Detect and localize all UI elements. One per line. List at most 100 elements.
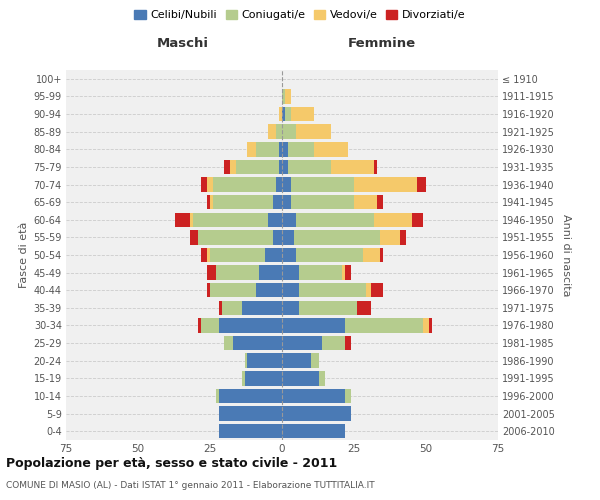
Bar	[343, 266, 346, 280]
Bar	[199, 318, 202, 332]
Bar	[210, 283, 256, 298]
Bar	[346, 266, 351, 280]
Bar	[282, 107, 285, 122]
Bar	[282, 160, 288, 174]
Bar	[296, 212, 374, 227]
Bar	[418, 178, 426, 192]
Bar	[242, 300, 282, 315]
Bar	[288, 142, 314, 156]
Bar	[322, 336, 346, 350]
Text: COMUNE DI MASIO (AL) - Dati ISTAT 1° gennaio 2011 - Elaborazione TUTTITALIA.IT: COMUNE DI MASIO (AL) - Dati ISTAT 1° gen…	[6, 481, 374, 490]
Bar	[279, 142, 282, 156]
Bar	[202, 248, 207, 262]
Bar	[282, 89, 285, 104]
Bar	[282, 230, 293, 244]
Bar	[213, 195, 274, 210]
Bar	[279, 160, 282, 174]
Bar	[296, 124, 331, 139]
Bar	[207, 283, 210, 298]
Bar	[282, 142, 288, 156]
Bar	[346, 388, 351, 403]
Bar	[299, 300, 357, 315]
Bar	[429, 318, 432, 332]
Bar	[331, 160, 374, 174]
Bar	[202, 318, 218, 332]
Bar	[346, 318, 423, 332]
Bar	[245, 371, 282, 386]
Bar	[199, 230, 274, 244]
Bar	[276, 178, 282, 192]
Bar	[233, 336, 282, 350]
Bar	[285, 89, 290, 104]
Bar	[175, 212, 190, 227]
Bar	[299, 283, 365, 298]
Bar	[282, 195, 290, 210]
Bar	[299, 266, 343, 280]
Y-axis label: Fasce di età: Fasce di età	[19, 222, 29, 288]
Bar	[218, 318, 282, 332]
Bar	[282, 300, 299, 315]
Bar	[374, 212, 412, 227]
Bar	[218, 424, 282, 438]
Bar	[293, 230, 380, 244]
Bar	[218, 388, 282, 403]
Text: Popolazione per età, sesso e stato civile - 2011: Popolazione per età, sesso e stato civil…	[6, 458, 337, 470]
Bar	[207, 178, 213, 192]
Bar	[282, 248, 296, 262]
Bar	[282, 178, 290, 192]
Bar	[282, 318, 346, 332]
Bar	[314, 142, 348, 156]
Bar	[346, 336, 351, 350]
Bar	[247, 142, 256, 156]
Bar	[311, 354, 319, 368]
Bar	[210, 248, 265, 262]
Bar	[354, 195, 377, 210]
Bar	[380, 248, 383, 262]
Bar	[290, 178, 354, 192]
Bar	[236, 160, 279, 174]
Bar	[256, 142, 279, 156]
Bar	[190, 230, 199, 244]
Bar	[256, 283, 282, 298]
Bar	[282, 124, 296, 139]
Bar	[274, 195, 282, 210]
Text: Femmine: Femmine	[347, 36, 415, 50]
Bar	[259, 266, 282, 280]
Bar	[230, 160, 236, 174]
Bar	[319, 371, 325, 386]
Bar	[357, 300, 371, 315]
Bar	[190, 212, 193, 227]
Bar	[374, 160, 377, 174]
Bar	[282, 283, 299, 298]
Bar	[423, 318, 429, 332]
Legend: Celibi/Nubili, Coniugati/e, Vedovi/e, Divorziati/e: Celibi/Nubili, Coniugati/e, Vedovi/e, Di…	[130, 6, 470, 25]
Bar	[371, 283, 383, 298]
Bar	[207, 248, 210, 262]
Bar	[282, 388, 346, 403]
Bar	[282, 424, 346, 438]
Bar	[202, 178, 207, 192]
Text: Maschi: Maschi	[157, 36, 209, 50]
Bar	[290, 107, 314, 122]
Y-axis label: Anni di nascita: Anni di nascita	[560, 214, 571, 296]
Bar	[282, 371, 319, 386]
Bar	[282, 266, 299, 280]
Bar	[274, 230, 282, 244]
Bar	[282, 336, 322, 350]
Bar	[247, 354, 282, 368]
Bar	[380, 230, 400, 244]
Bar	[193, 212, 268, 227]
Bar	[276, 124, 282, 139]
Bar	[400, 230, 406, 244]
Bar	[362, 248, 380, 262]
Bar	[224, 336, 233, 350]
Bar	[290, 195, 354, 210]
Bar	[377, 195, 383, 210]
Bar	[213, 178, 276, 192]
Bar	[279, 107, 282, 122]
Bar	[365, 283, 371, 298]
Bar	[412, 212, 423, 227]
Bar	[218, 406, 282, 421]
Bar	[282, 406, 351, 421]
Bar	[207, 266, 216, 280]
